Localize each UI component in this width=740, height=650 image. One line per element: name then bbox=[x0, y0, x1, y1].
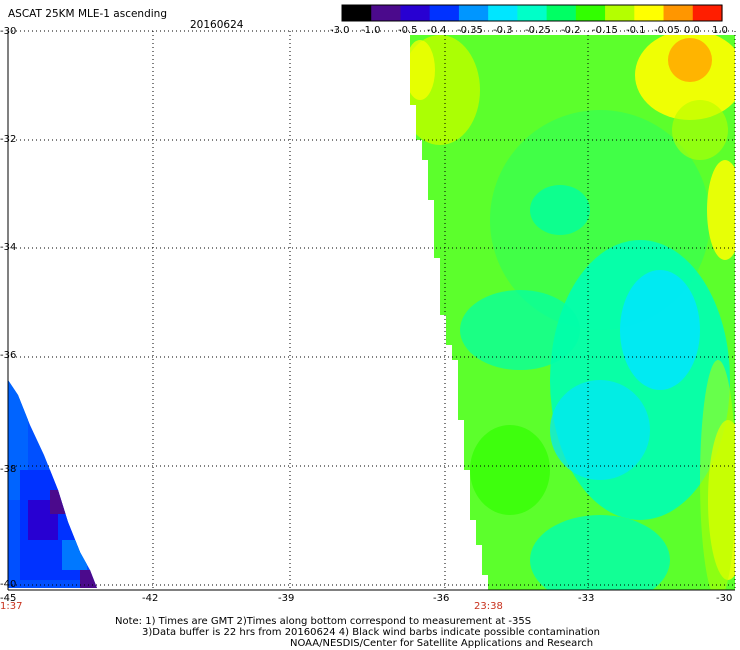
pass-time-west: 1:37 bbox=[0, 601, 23, 612]
colorbar-label: -0.5 bbox=[398, 25, 418, 36]
colorbar-swatch bbox=[575, 5, 606, 21]
colorbar-swatch bbox=[692, 5, 723, 21]
lat-label-34: -34 bbox=[0, 242, 17, 253]
west-swath bbox=[8, 380, 97, 588]
lat-label-40: -40 bbox=[0, 579, 17, 590]
colorbar-label: -0.1 bbox=[626, 25, 646, 36]
note-line-3: NOAA/NESDIS/Center for Satellite Applica… bbox=[290, 638, 594, 649]
lon-label-42: -42 bbox=[142, 593, 159, 604]
colorbar-swatch bbox=[546, 5, 577, 21]
colorbar-swatch bbox=[663, 5, 694, 21]
colorbar-label: -1.0 bbox=[361, 25, 381, 36]
east-swath bbox=[410, 35, 735, 590]
colorbar-label: -0.35 bbox=[457, 25, 483, 36]
colorbar-swatch bbox=[488, 5, 518, 21]
colorbar-swatch bbox=[517, 5, 548, 21]
lat-label-36: -36 bbox=[0, 350, 17, 361]
lat-label-32: -32 bbox=[0, 134, 17, 145]
map-title: ASCAT 25KM MLE-1 ascending bbox=[8, 8, 167, 20]
colorbar-label: -0.05 bbox=[654, 25, 680, 36]
colorbar-swatch bbox=[371, 5, 402, 21]
note-line-2: 3)Data buffer is 22 hrs from 20160624 4)… bbox=[142, 627, 600, 638]
lon-label-33: -33 bbox=[578, 593, 595, 604]
pass-time-east: 23:38 bbox=[474, 601, 503, 612]
lon-label-30: -30 bbox=[716, 593, 733, 604]
colorbar-label: -0.25 bbox=[525, 25, 551, 36]
colorbar-label: 0.0 bbox=[684, 25, 700, 36]
colorbar-swatch bbox=[342, 5, 372, 21]
colorbar-swatch bbox=[634, 5, 665, 21]
lon-label-39: -39 bbox=[278, 593, 295, 604]
colorbar-label: 1.0 bbox=[712, 25, 728, 36]
map-date: 20160624 bbox=[190, 19, 244, 31]
colorbar-swatch bbox=[400, 5, 431, 21]
note-line-1: Note: 1) Times are GMT 2)Times along bot… bbox=[115, 616, 532, 627]
colorbar-label: -0.2 bbox=[561, 25, 581, 36]
lat-label-38: -38 bbox=[0, 464, 17, 475]
colorbar-frame bbox=[341, 4, 723, 22]
colorbar-label: -0.15 bbox=[592, 25, 618, 36]
lat-label-30: -30 bbox=[0, 26, 17, 37]
colorbar-label: -3.0 bbox=[330, 25, 350, 36]
colorbar-label: -0.3 bbox=[493, 25, 513, 36]
colorbar bbox=[341, 4, 723, 22]
colorbar-swatch bbox=[605, 5, 635, 21]
lon-label-45: -45 bbox=[0, 593, 17, 604]
lon-label-36: -36 bbox=[433, 593, 450, 604]
colorbar-label: -0.4 bbox=[427, 25, 447, 36]
colorbar-swatch bbox=[458, 5, 489, 21]
colorbar-swatch bbox=[429, 5, 460, 21]
